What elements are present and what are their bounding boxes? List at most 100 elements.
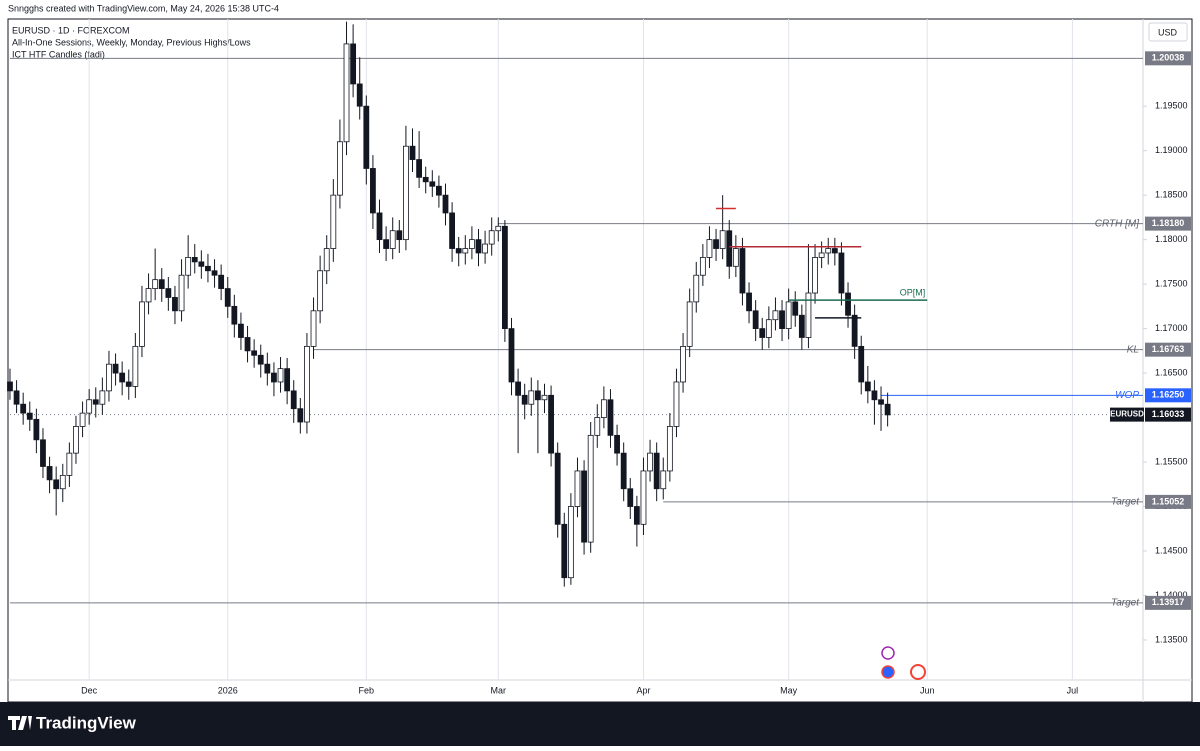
price-label-box [1145,216,1191,231]
candle-body [534,390,541,401]
x-tick-label: Dec [81,685,98,695]
indicator: All-In-One Sessions, Weekly, Monday, Pre… [12,37,251,47]
candle-body [139,301,145,347]
price-label-box [1145,595,1191,610]
candle-body [13,390,20,405]
candle-body [422,176,429,183]
candle-body [488,230,495,245]
candle-body [574,470,581,507]
candle-body [772,310,779,321]
candle-body [132,345,139,387]
candle-body [343,43,350,143]
candle-body [548,394,554,454]
candle-body [541,394,548,401]
symbol-box [1110,407,1144,422]
candle-body [475,239,482,254]
icons [881,646,926,680]
x-tick-label: Jul [1067,685,1079,695]
candle-body [218,274,225,289]
candle-body [515,381,521,396]
candle-body [403,145,409,241]
candle-body [7,381,13,392]
candle-body [310,310,317,347]
candle-body [726,230,733,267]
price-label: 1.15052 [1152,496,1185,506]
candle-body [528,390,535,405]
candle-body [257,354,264,365]
candle-body [79,412,86,427]
candle-body [647,452,653,472]
currency-button[interactable] [1148,22,1188,42]
candle-body [587,434,594,543]
candle-body [449,212,456,249]
price-label: 1.16763 [1152,344,1185,354]
candle-body [468,239,475,249]
level-name: CRTH [M] [1095,218,1139,229]
y-tick-label: 1.18500 [1155,190,1188,200]
candle-body [739,248,746,294]
candle-body [732,248,739,267]
candle-body [673,381,680,427]
candle-body [264,363,271,374]
candle-body [211,270,218,276]
price-label-box [1145,494,1191,509]
candle-body [660,470,667,490]
candle-body [812,257,818,294]
candle-body [297,408,304,423]
candle-body [178,274,185,312]
candle-body [112,363,119,374]
candle-body [172,297,178,312]
candle-body [158,279,165,289]
candle-body [20,403,27,414]
candle-body [92,399,99,405]
icon[interactable] [881,665,895,679]
footer [0,702,1200,746]
candle-body [633,506,640,525]
candle-body [99,390,106,405]
candle-body [878,399,884,405]
level-name: WOP [1115,390,1139,401]
candle-body [508,328,515,383]
candle-body [244,337,251,352]
candle-body [53,479,60,490]
candle-body [838,252,845,294]
icon[interactable] [910,664,926,680]
candle-body [706,239,713,258]
candle-body [337,141,343,196]
y-tick-label: 1.15500 [1155,456,1188,466]
candle-body [501,225,508,329]
candle-body [198,261,205,267]
x-tick-label: May [780,685,798,695]
candle-body [666,426,673,472]
candle-body [119,372,126,383]
candle-body [686,301,693,347]
candle-body [627,488,634,507]
candle-body [284,368,291,392]
candle-body [554,452,561,525]
candle-body [40,439,46,467]
candle-body [416,159,423,178]
candle-body [567,506,574,579]
candle-body [818,252,825,258]
candle-body [825,248,832,254]
candle-body [323,248,330,272]
candle-body [521,394,528,405]
level-name: KL [1127,344,1139,355]
candle-body [330,194,337,249]
candle-body [363,105,370,169]
price-label-box [1145,51,1191,66]
candle-body [871,390,878,401]
candle-body [653,452,660,490]
level-name: Target [1111,497,1140,508]
candle-body [581,470,587,543]
candle-body [106,363,112,392]
price-label: 1.18180 [1152,218,1185,228]
candle-body [165,288,172,298]
indicator: ICT HTF Candles (fadi) [12,49,105,59]
candle-body [304,345,310,423]
candle-body [845,292,851,316]
y-tick-label: 1.19000 [1155,145,1188,155]
icon[interactable] [881,646,895,660]
